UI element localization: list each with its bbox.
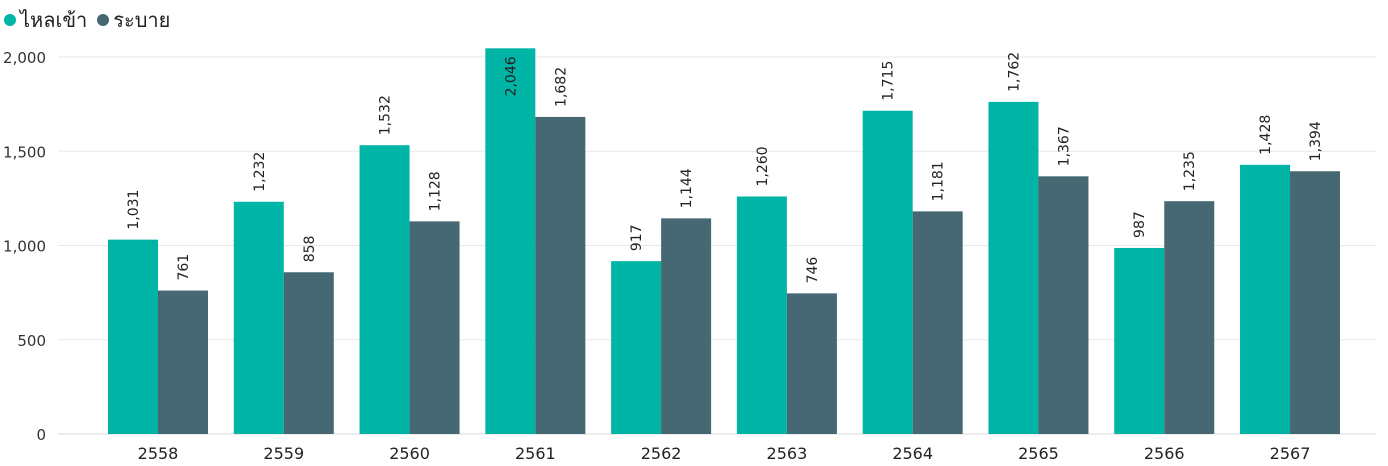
legend-item-release[interactable]: ระบาย bbox=[97, 4, 170, 36]
bar-inflow-2566[interactable] bbox=[1114, 247, 1165, 434]
y-tick-label: 0 bbox=[36, 426, 46, 444]
bar-inflow-2567[interactable] bbox=[1240, 164, 1291, 434]
data-label-inflow-2560: 1,532 bbox=[378, 95, 394, 135]
y-tick-label: 1,000 bbox=[3, 238, 46, 256]
data-label-inflow-2559: 1,232 bbox=[252, 152, 268, 192]
legend-label-inflow: ไหลเข้า bbox=[20, 8, 88, 32]
bar-release-2567[interactable] bbox=[1290, 171, 1341, 434]
data-label-release-2561: 1,682 bbox=[553, 67, 569, 107]
x-tick-label: 2566 bbox=[1144, 444, 1185, 463]
legend-marker-inflow bbox=[4, 14, 16, 26]
bar-release-2559[interactable] bbox=[283, 272, 334, 434]
data-label-inflow-2567: 1,428 bbox=[1258, 115, 1274, 155]
bar-inflow-2559[interactable] bbox=[233, 201, 284, 434]
data-label-inflow-2562: 917 bbox=[629, 224, 645, 251]
bar-release-2562[interactable] bbox=[661, 218, 712, 434]
y-tick-label: 500 bbox=[17, 332, 46, 350]
data-label-release-2567: 1,394 bbox=[1308, 121, 1324, 161]
y-tick-label: 1,500 bbox=[3, 143, 46, 161]
x-tick-label: 2564 bbox=[892, 444, 933, 463]
bar-inflow-2562[interactable] bbox=[611, 261, 662, 434]
bars bbox=[108, 48, 1341, 435]
data-label-inflow-2558: 1,031 bbox=[126, 190, 142, 230]
x-tick-label: 2565 bbox=[1018, 444, 1059, 463]
x-tick-label: 2558 bbox=[138, 444, 179, 463]
bar-release-2565[interactable] bbox=[1038, 176, 1089, 434]
x-tick-label: 2559 bbox=[263, 444, 304, 463]
bar-inflow-2558[interactable] bbox=[108, 239, 158, 434]
data-label-release-2558: 761 bbox=[176, 254, 192, 281]
data-label-inflow-2565: 1,762 bbox=[1006, 52, 1022, 92]
bar-release-2558[interactable] bbox=[158, 290, 208, 434]
x-tick-label: 2560 bbox=[389, 444, 430, 463]
bar-inflow-2564[interactable] bbox=[862, 110, 913, 434]
data-labels: 1,031 761 1,232 858 1,532 1,128 2,046 1,682 917 1… bbox=[126, 52, 1324, 284]
data-label-release-2562: 1,144 bbox=[679, 168, 695, 208]
data-label-release-2564: 1,181 bbox=[931, 161, 947, 201]
bar-inflow-2561[interactable] bbox=[485, 48, 536, 434]
bar-release-2560[interactable] bbox=[409, 221, 460, 434]
x-tick-label: 2561 bbox=[515, 444, 556, 463]
legend-item-inflow[interactable]: ไหลเข้า bbox=[4, 4, 87, 36]
x-tick-label: 2563 bbox=[767, 444, 808, 463]
data-label-inflow-2563: 1,260 bbox=[755, 146, 771, 186]
y-axis-ticks: 0 500 1,000 1,500 2,000 bbox=[3, 49, 46, 444]
bar-release-2563[interactable] bbox=[786, 293, 837, 434]
bar-release-2564[interactable] bbox=[912, 211, 963, 434]
legend-label-release: ระบาย bbox=[113, 8, 171, 32]
x-tick-label: 2562 bbox=[641, 444, 682, 463]
data-label-release-2560: 1,128 bbox=[428, 171, 444, 211]
data-label-inflow-2561: 2,046 bbox=[503, 56, 519, 96]
legend-marker-release bbox=[97, 14, 110, 26]
bar-inflow-2563[interactable] bbox=[736, 196, 787, 434]
data-label-release-2563: 746 bbox=[805, 257, 821, 284]
data-label-release-2565: 1,367 bbox=[1056, 126, 1072, 166]
x-tick-label: 2567 bbox=[1270, 444, 1311, 463]
data-label-inflow-2566: 987 bbox=[1132, 211, 1148, 238]
data-label-release-2566: 1,235 bbox=[1182, 151, 1198, 191]
data-label-inflow-2564: 1,715 bbox=[881, 61, 897, 101]
bar-inflow-2565[interactable] bbox=[988, 101, 1039, 434]
x-axis-ticks: 2558 2559 2560 2561 2562 2563 2564 2565 2566 2567 bbox=[138, 444, 1311, 463]
bar-release-2561[interactable] bbox=[535, 116, 586, 435]
legend: ไหลเข้า ระบาย bbox=[4, 4, 170, 36]
data-label-release-2559: 858 bbox=[302, 236, 318, 263]
bar-release-2566[interactable] bbox=[1164, 201, 1215, 434]
bar-inflow-2560[interactable] bbox=[359, 145, 410, 434]
y-tick-label: 2,000 bbox=[3, 49, 46, 67]
